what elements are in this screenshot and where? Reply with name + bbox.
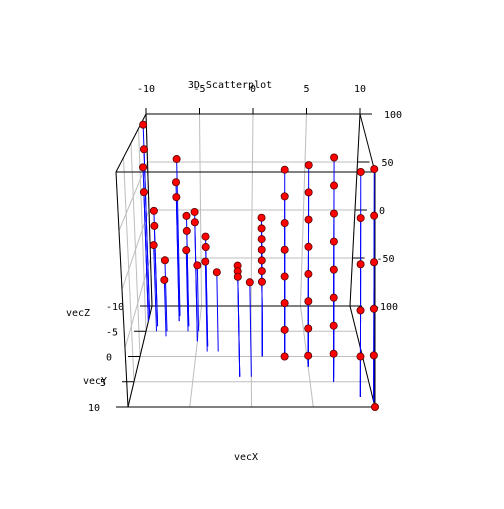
data-point bbox=[281, 273, 288, 280]
y-tick-label: 10 bbox=[88, 403, 100, 414]
data-point bbox=[140, 121, 147, 128]
z-axis-label: vecZ bbox=[66, 308, 90, 319]
drop-line bbox=[197, 265, 198, 331]
data-point bbox=[258, 235, 265, 242]
data-point bbox=[150, 207, 157, 214]
data-point bbox=[281, 326, 288, 333]
data-point bbox=[183, 227, 190, 234]
y-tick-label: 0 bbox=[106, 353, 112, 364]
data-point bbox=[357, 261, 364, 268]
data-point bbox=[183, 247, 190, 254]
data-point bbox=[330, 154, 337, 161]
data-point bbox=[258, 214, 265, 221]
data-point bbox=[161, 257, 168, 264]
data-point bbox=[140, 146, 147, 153]
data-point bbox=[357, 215, 364, 222]
data-point bbox=[151, 222, 158, 229]
x-tick-label: 10 bbox=[354, 84, 366, 95]
data-point bbox=[258, 257, 265, 264]
data-point bbox=[330, 238, 337, 245]
chart-title: 3D Scatterplot bbox=[188, 80, 272, 91]
points bbox=[139, 121, 378, 410]
data-point bbox=[330, 294, 337, 301]
x-axis-label: vecX bbox=[234, 452, 258, 463]
drop-lines bbox=[143, 125, 375, 407]
data-point bbox=[139, 164, 146, 171]
data-point bbox=[357, 168, 364, 175]
data-point bbox=[258, 278, 265, 285]
data-point bbox=[305, 216, 312, 223]
data-point bbox=[191, 208, 198, 215]
data-point bbox=[258, 268, 265, 275]
z-tick-label: 0 bbox=[379, 206, 385, 217]
data-point bbox=[357, 353, 364, 360]
data-point bbox=[246, 279, 253, 286]
data-point bbox=[173, 155, 180, 162]
data-point bbox=[305, 189, 312, 196]
data-point bbox=[140, 189, 147, 196]
data-point bbox=[281, 193, 288, 200]
data-point bbox=[191, 219, 198, 226]
data-point bbox=[305, 325, 312, 332]
data-point bbox=[202, 243, 209, 250]
z-tick-label: 50 bbox=[382, 158, 394, 169]
data-point bbox=[330, 322, 337, 329]
data-point bbox=[202, 258, 209, 265]
z-tick-label: -50 bbox=[377, 254, 395, 265]
data-point bbox=[330, 350, 337, 357]
data-point bbox=[173, 194, 180, 201]
data-point bbox=[330, 182, 337, 189]
drop-line bbox=[217, 272, 218, 351]
data-point bbox=[330, 210, 337, 217]
x-tick-label: 5 bbox=[303, 84, 309, 95]
data-point bbox=[258, 225, 265, 232]
y-tick-label: -5 bbox=[106, 327, 118, 338]
data-point bbox=[371, 212, 378, 219]
data-point bbox=[305, 298, 312, 305]
data-point bbox=[213, 269, 220, 276]
data-point bbox=[183, 212, 190, 219]
data-point bbox=[305, 352, 312, 359]
data-point bbox=[281, 246, 288, 253]
data-point bbox=[150, 241, 157, 248]
z-tick-label: 100 bbox=[384, 110, 402, 121]
data-point bbox=[370, 259, 377, 266]
drop-line bbox=[195, 222, 198, 341]
data-point bbox=[370, 352, 377, 359]
data-point bbox=[370, 305, 377, 312]
data-point bbox=[305, 243, 312, 250]
drop-line bbox=[238, 277, 240, 377]
data-point bbox=[371, 403, 378, 410]
data-point bbox=[172, 179, 179, 186]
box-edge bbox=[360, 114, 375, 172]
y-axis-label: vecY bbox=[83, 376, 107, 387]
data-point bbox=[281, 219, 288, 226]
data-point bbox=[281, 300, 288, 307]
data-point bbox=[281, 353, 288, 360]
data-point bbox=[330, 266, 337, 273]
y-tick-label: -10 bbox=[106, 302, 124, 313]
data-point bbox=[281, 166, 288, 173]
data-point bbox=[194, 262, 201, 269]
data-point bbox=[202, 233, 209, 240]
data-point bbox=[305, 270, 312, 277]
data-point bbox=[161, 276, 168, 283]
data-point bbox=[357, 307, 364, 314]
data-point bbox=[305, 162, 312, 169]
x-tick-label: -10 bbox=[137, 84, 155, 95]
data-point bbox=[258, 246, 265, 253]
data-point bbox=[234, 273, 241, 280]
data-point bbox=[371, 166, 378, 173]
